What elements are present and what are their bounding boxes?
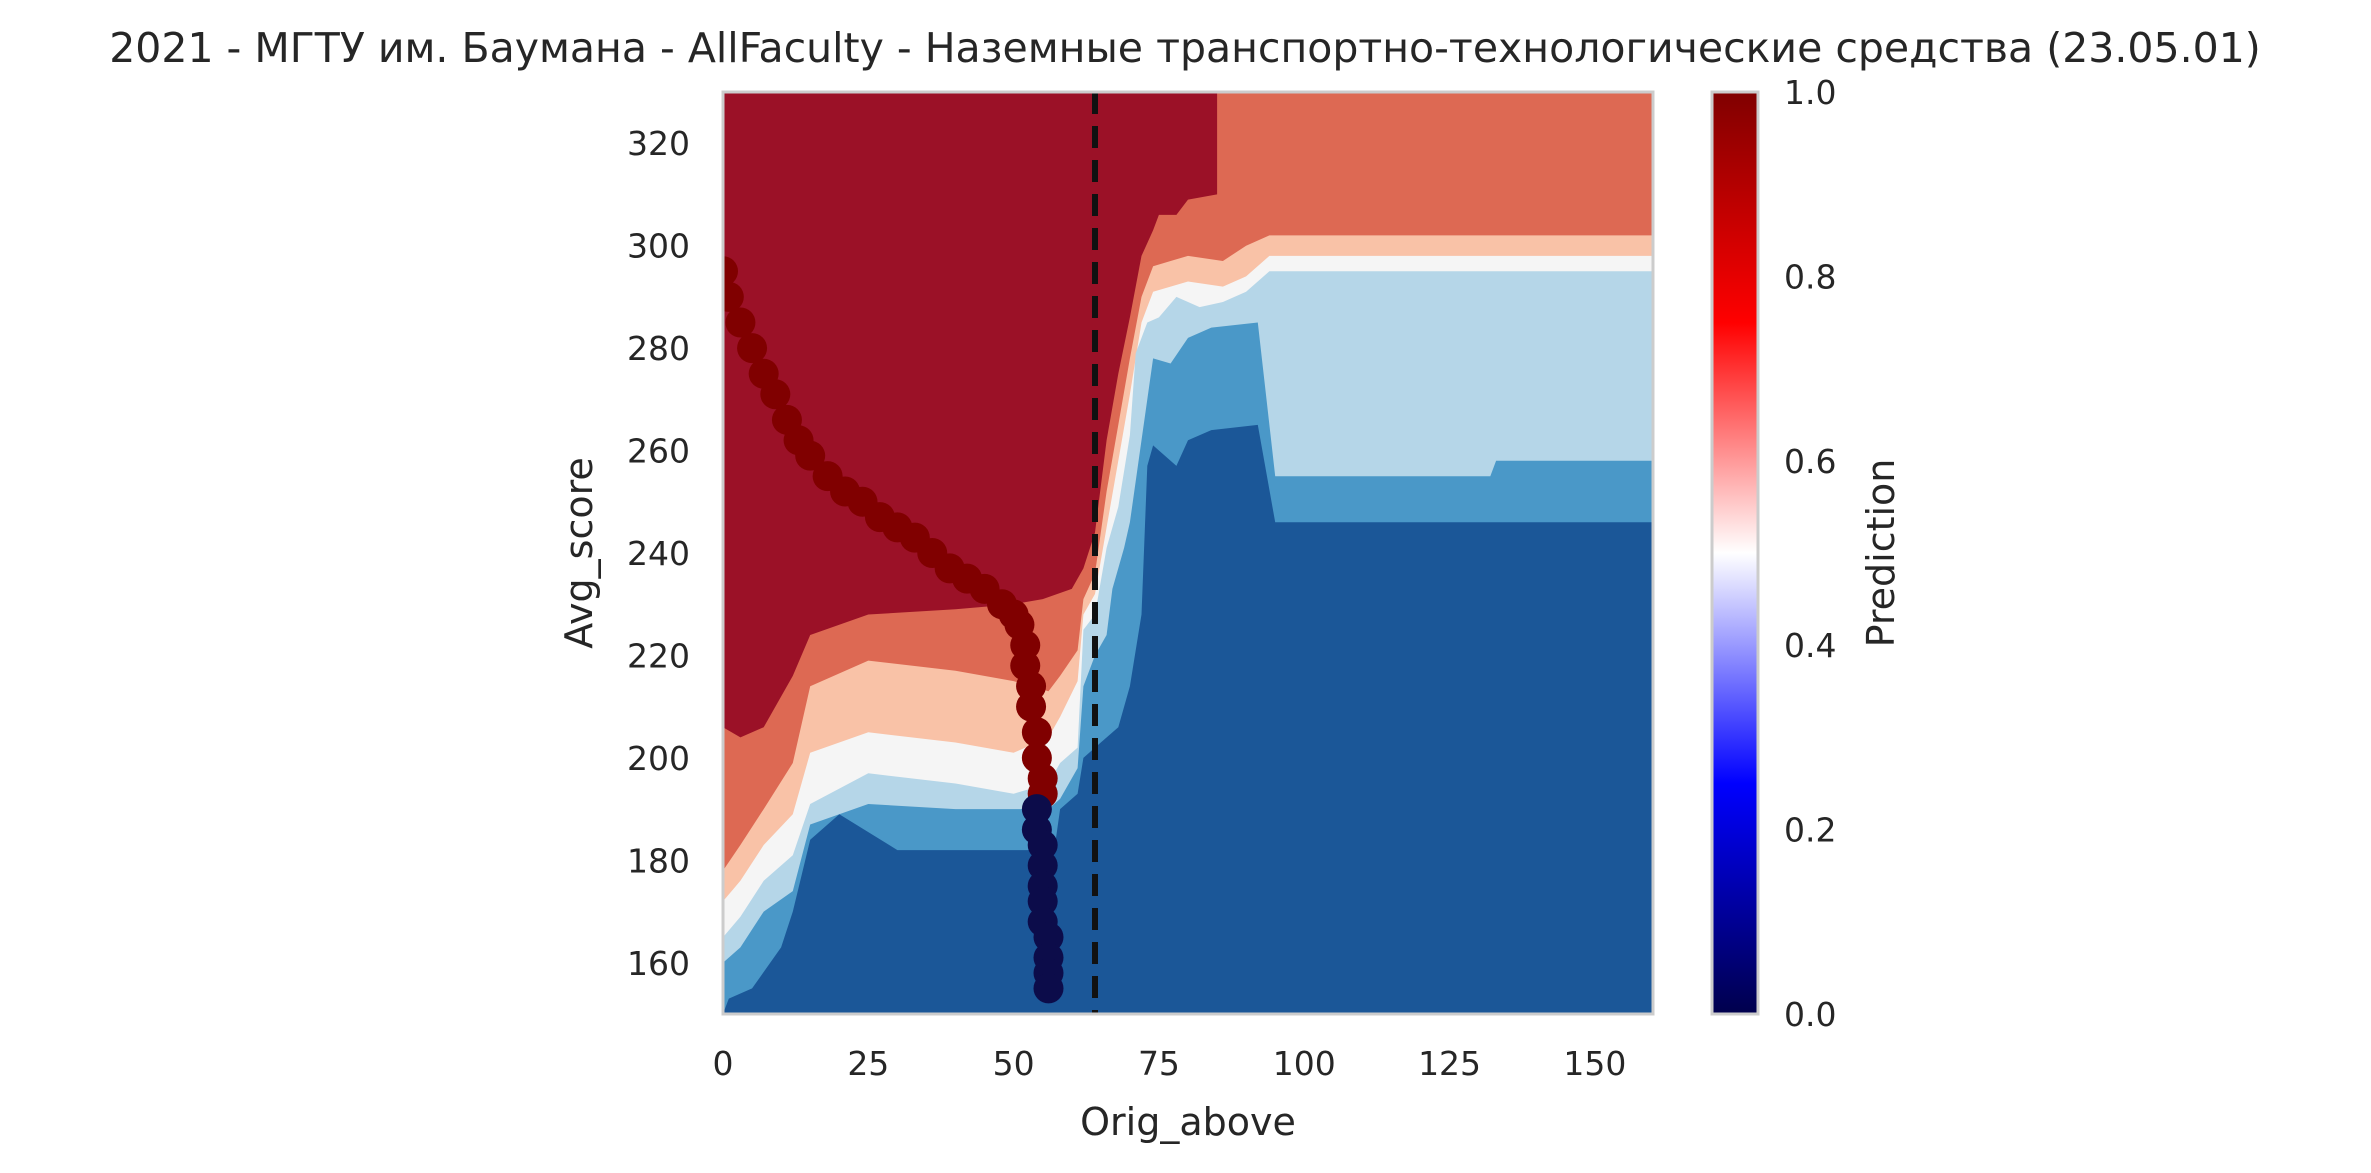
scatter-point-series-0	[723, 256, 738, 287]
colorbar-tick-label: 0.0	[1784, 995, 1836, 1034]
x-tick-label: 0	[713, 1044, 734, 1083]
y-tick-label: 240	[627, 534, 690, 573]
y-axis-ticks: 160 180 200 220 240 260 280 300 320	[627, 124, 690, 983]
scatter-point-series-0	[723, 281, 744, 312]
x-tick-label: 150	[1563, 1044, 1626, 1083]
y-tick-label: 320	[627, 124, 690, 163]
x-tick-label: 50	[993, 1044, 1035, 1083]
scatter-point-series-0	[725, 307, 756, 338]
y-tick-label: 180	[627, 841, 690, 880]
contour-region-0	[723, 424, 1653, 1014]
x-tick-label: 100	[1273, 1044, 1336, 1083]
y-tick-label: 300	[627, 227, 690, 266]
colorbar-tick-label: 1.0	[1784, 73, 1836, 112]
contour-regions	[723, 92, 1653, 1014]
scatter-point-series-0	[760, 379, 791, 410]
colorbar-gradient	[1710, 90, 1760, 1016]
scatter-point-series-1	[1033, 973, 1064, 1004]
x-tick-label: 75	[1138, 1044, 1180, 1083]
plot-area	[723, 92, 1653, 1014]
plot-frame	[721, 90, 1655, 1016]
x-axis-label: Orig_above	[1080, 1100, 1296, 1144]
chart-title: 2021 - МГТУ им. Баумана - AllFaculty - Н…	[109, 24, 2261, 72]
colorbar: 0.0 0.2 0.4 0.6 0.8 1.0 Prediction	[1710, 73, 1903, 1034]
colorbar-label: Prediction	[1859, 459, 1903, 648]
y-axis-label: Avg_score	[557, 457, 601, 648]
scatter-point-series-0	[795, 440, 826, 471]
colorbar-ticks: 0.0 0.2 0.4 0.6 0.8 1.0	[1784, 73, 1836, 1034]
y-tick-label: 280	[627, 329, 690, 368]
y-tick-label: 220	[627, 636, 690, 675]
x-axis-ticks: 0 25 50 75 100 125 150	[713, 1044, 1627, 1083]
scatter-point-series-0	[1016, 691, 1047, 722]
colorbar-tick-label: 0.8	[1784, 257, 1836, 296]
y-tick-label: 200	[627, 739, 690, 778]
colorbar-tick-label: 0.4	[1784, 626, 1836, 665]
scatter-point-series-0	[1021, 717, 1052, 748]
scatter-point-series-0	[737, 333, 768, 364]
x-tick-label: 125	[1418, 1044, 1481, 1083]
y-tick-label: 160	[627, 944, 690, 983]
y-tick-label: 260	[627, 432, 690, 471]
x-tick-label: 25	[847, 1044, 889, 1083]
scatter-points	[723, 256, 1064, 1004]
colorbar-tick-label: 0.6	[1784, 442, 1836, 481]
colorbar-tick-label: 0.2	[1784, 811, 1836, 850]
